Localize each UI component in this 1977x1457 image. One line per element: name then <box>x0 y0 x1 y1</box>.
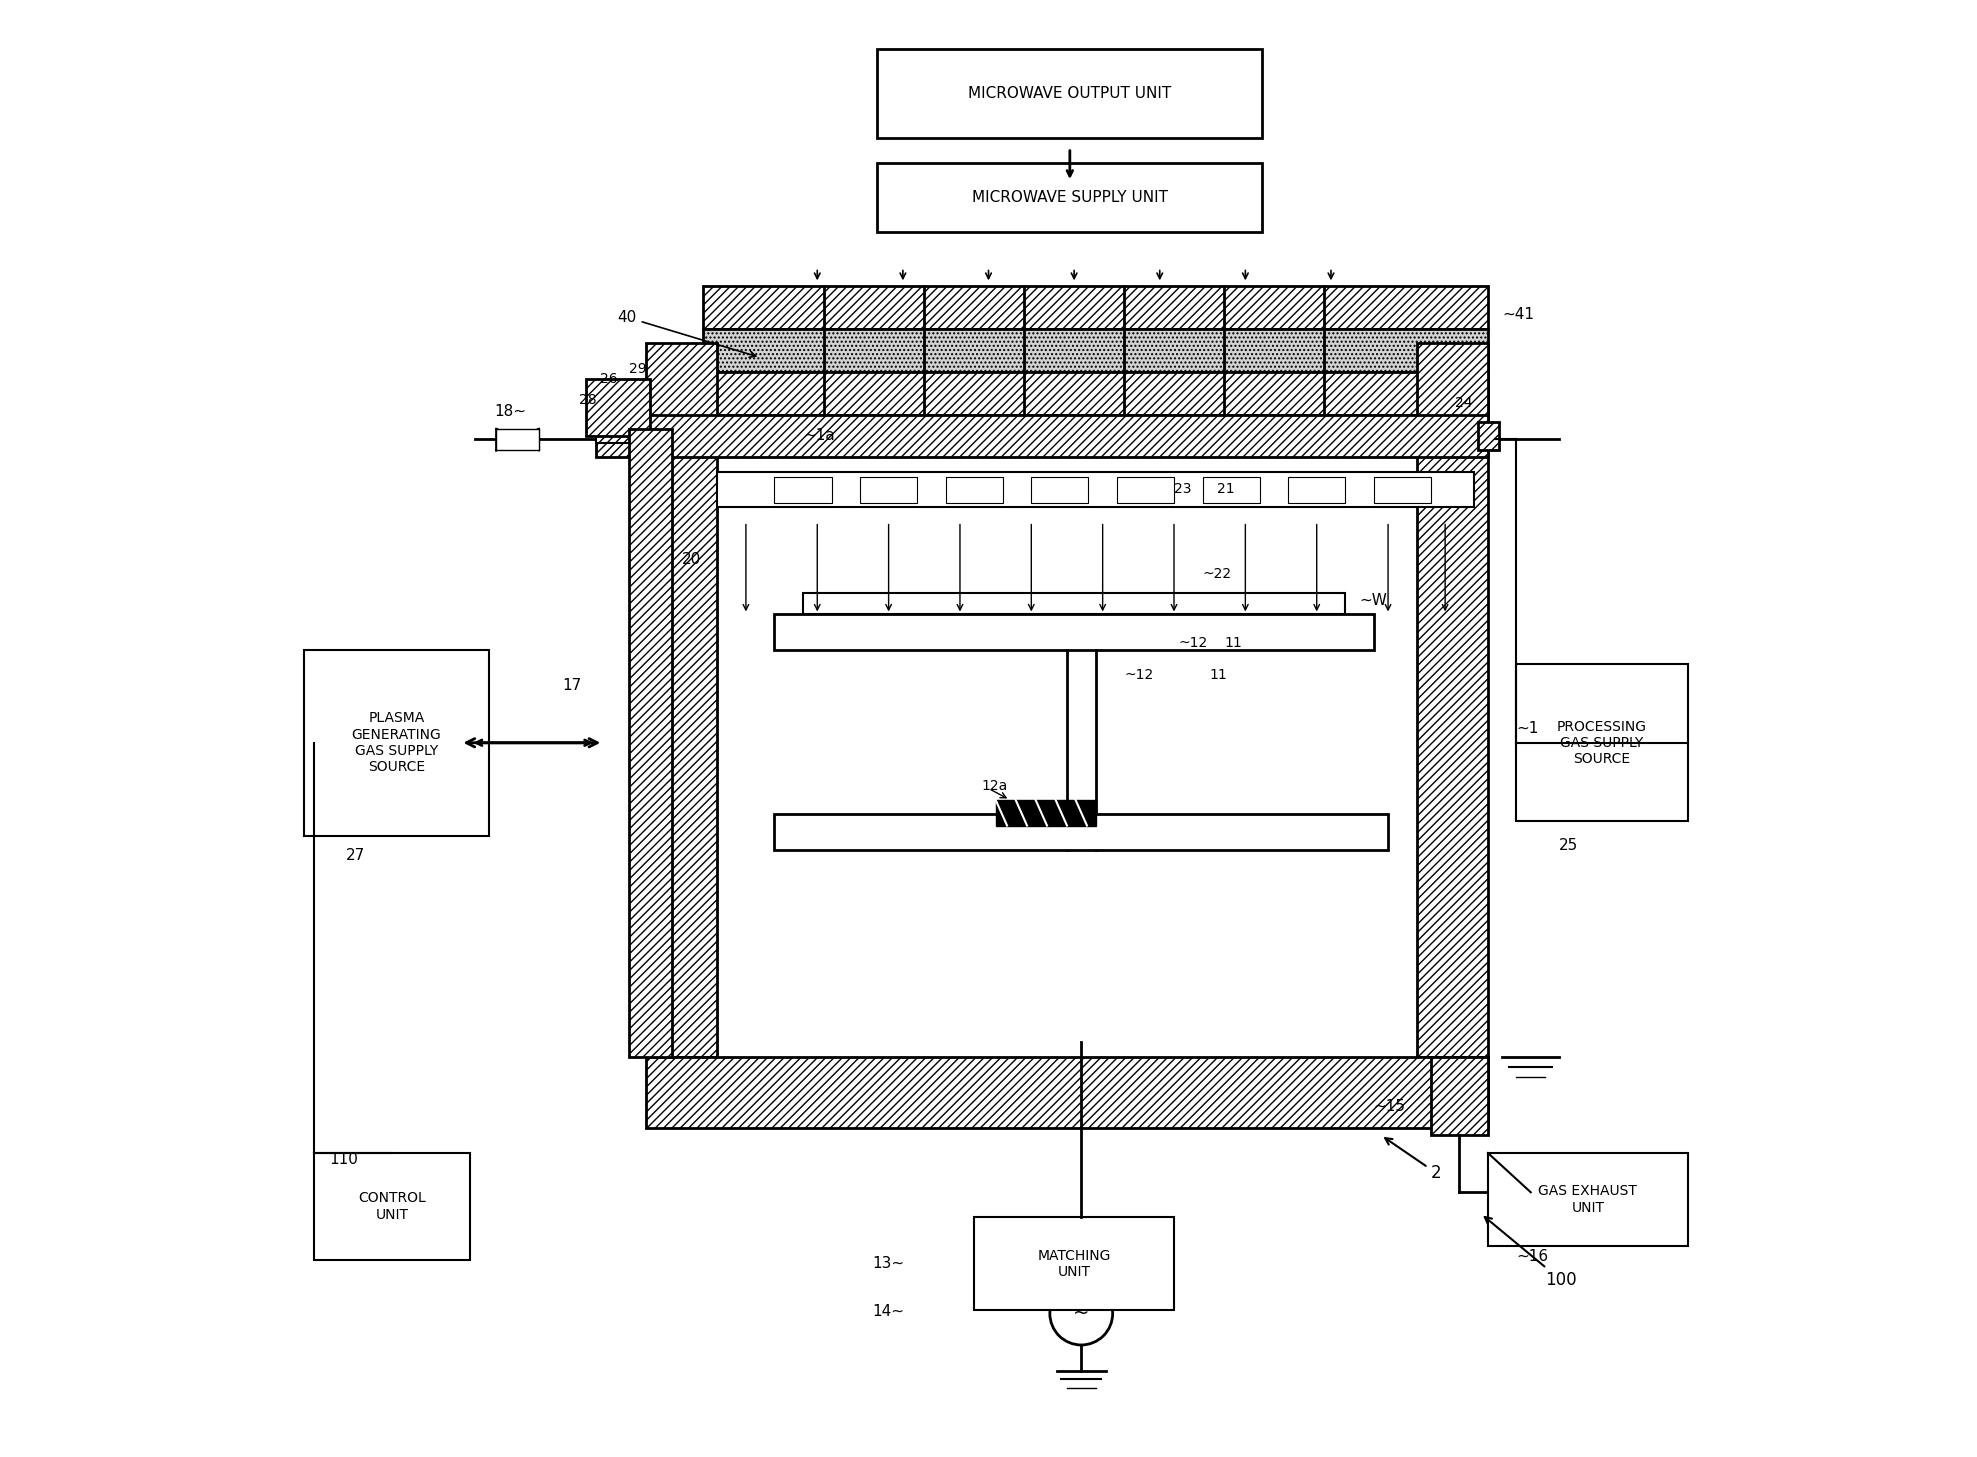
Bar <box>718 472 1473 507</box>
Bar <box>860 478 917 503</box>
Text: 27: 27 <box>346 848 366 863</box>
Bar <box>646 415 1489 457</box>
Text: 14~: 14~ <box>872 1304 905 1320</box>
Bar <box>996 800 1095 826</box>
Circle shape <box>1050 1282 1113 1345</box>
Bar <box>945 478 1002 503</box>
Bar <box>1516 664 1688 822</box>
Bar <box>496 428 540 450</box>
Bar <box>803 593 1344 615</box>
Text: 18~: 18~ <box>494 404 526 418</box>
Text: ~: ~ <box>1074 1304 1089 1323</box>
Text: MATCHING
UNIT: MATCHING UNIT <box>1038 1249 1111 1279</box>
Bar <box>704 372 1489 415</box>
Bar <box>646 1056 1489 1128</box>
Bar <box>975 1217 1174 1310</box>
Text: ~22: ~22 <box>1202 567 1232 581</box>
Bar <box>1374 478 1431 503</box>
Bar <box>597 401 646 457</box>
Bar <box>314 1152 471 1260</box>
Bar <box>1032 478 1089 503</box>
Text: ~1a: ~1a <box>803 428 834 443</box>
Text: PLASMA
GENERATING
GAS SUPPLY
SOURCE: PLASMA GENERATING GAS SUPPLY SOURCE <box>352 711 441 774</box>
Text: GAS EXHAUST
UNIT: GAS EXHAUST UNIT <box>1538 1185 1637 1215</box>
Text: 26: 26 <box>601 372 619 386</box>
Bar <box>1418 344 1489 1056</box>
Text: 100: 100 <box>1485 1217 1576 1289</box>
Bar <box>775 814 1388 849</box>
Text: CONTROL
UNIT: CONTROL UNIT <box>358 1192 425 1221</box>
Bar <box>878 163 1263 232</box>
Bar <box>1479 421 1499 450</box>
Text: 25: 25 <box>1560 838 1578 852</box>
Text: 29: 29 <box>629 361 646 376</box>
Bar <box>597 415 646 443</box>
Text: 23: 23 <box>1174 482 1192 495</box>
Text: 40: 40 <box>617 310 755 357</box>
Text: 21: 21 <box>1216 482 1234 495</box>
Text: 24: 24 <box>1455 396 1473 409</box>
Text: ~16: ~16 <box>1516 1249 1548 1265</box>
Bar <box>704 286 1489 329</box>
Text: 11: 11 <box>1224 637 1242 650</box>
Bar <box>585 379 650 436</box>
Text: PROCESSING
GAS SUPPLY
SOURCE: PROCESSING GAS SUPPLY SOURCE <box>1558 720 1647 766</box>
Bar <box>629 428 672 1056</box>
Text: ~41: ~41 <box>1503 307 1534 322</box>
Bar <box>1489 1152 1688 1246</box>
Text: ~W: ~W <box>1360 593 1388 608</box>
Text: 28: 28 <box>579 393 597 408</box>
Bar <box>704 329 1489 372</box>
Bar <box>1202 478 1259 503</box>
Text: MICROWAVE OUTPUT UNIT: MICROWAVE OUTPUT UNIT <box>969 86 1172 101</box>
Bar <box>775 615 1374 650</box>
Bar <box>646 344 718 1056</box>
Text: 17: 17 <box>563 678 581 694</box>
Bar <box>878 50 1263 138</box>
Bar <box>1431 1056 1489 1135</box>
Bar <box>1289 478 1344 503</box>
Bar <box>304 650 488 835</box>
Text: 2: 2 <box>1386 1138 1441 1182</box>
Text: 12a: 12a <box>981 778 1008 793</box>
Bar <box>1117 478 1174 503</box>
Text: ~1: ~1 <box>1516 721 1538 736</box>
Text: 11: 11 <box>1210 667 1228 682</box>
Text: ~12: ~12 <box>1178 637 1208 650</box>
Text: ~15: ~15 <box>1374 1099 1406 1115</box>
Text: MICROWAVE SUPPLY UNIT: MICROWAVE SUPPLY UNIT <box>973 191 1168 205</box>
Bar <box>775 478 832 503</box>
Text: ~12: ~12 <box>1125 667 1153 682</box>
Text: 110: 110 <box>330 1151 358 1167</box>
Text: 13~: 13~ <box>872 1256 905 1271</box>
Text: 20: 20 <box>682 552 702 567</box>
